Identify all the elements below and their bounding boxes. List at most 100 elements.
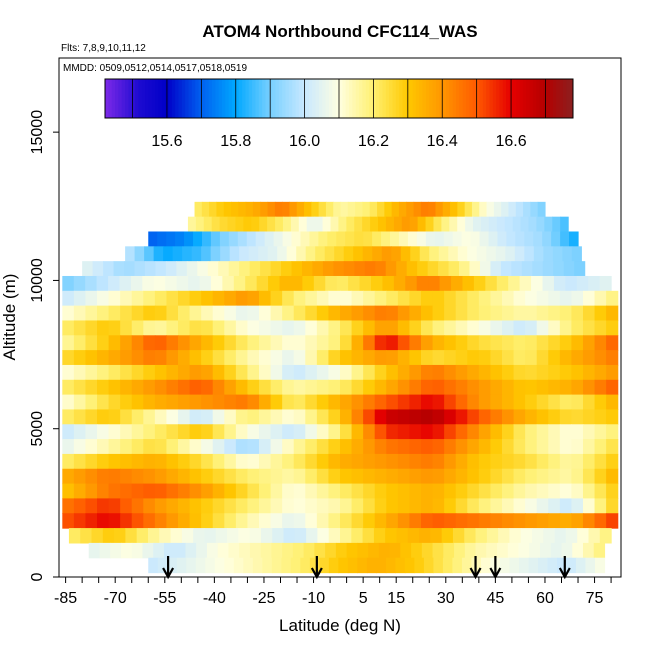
heatmap-cell bbox=[525, 364, 538, 381]
heatmap-cell bbox=[209, 201, 218, 218]
heatmap-cell bbox=[247, 424, 260, 440]
heatmap-cell bbox=[450, 201, 458, 218]
heatmap-cell bbox=[548, 468, 561, 485]
heatmap-cell bbox=[270, 350, 283, 366]
heatmap-cell bbox=[444, 379, 457, 396]
heatmap-cell bbox=[245, 201, 254, 218]
heatmap-cell bbox=[563, 261, 575, 277]
heatmap-cell bbox=[247, 409, 260, 425]
heatmap-cell bbox=[282, 201, 291, 218]
heatmap-cell bbox=[316, 364, 330, 381]
heatmap-cell bbox=[143, 364, 156, 381]
heatmap-cell bbox=[543, 528, 556, 544]
heatmap-cell bbox=[108, 290, 121, 307]
heatmap-cell bbox=[556, 557, 568, 574]
y-axis: 0 5000 10000 15000 bbox=[29, 110, 59, 581]
colorbar-cell bbox=[205, 79, 210, 118]
heatmap-cell bbox=[385, 261, 397, 277]
heatmap-cell bbox=[444, 350, 457, 366]
heatmap-cell bbox=[480, 216, 490, 233]
heatmap-cell bbox=[338, 216, 347, 233]
heatmap-cell bbox=[189, 379, 202, 396]
heatmap-cell bbox=[347, 557, 358, 574]
heatmap-cell bbox=[259, 320, 272, 336]
heatmap-cell bbox=[409, 468, 422, 485]
colorbar-cell bbox=[409, 79, 414, 118]
heatmap-cell bbox=[143, 439, 156, 455]
heatmap-cell bbox=[228, 231, 239, 247]
heatmap-cell bbox=[176, 261, 188, 277]
heatmap-cell bbox=[444, 394, 457, 411]
heatmap-cell bbox=[197, 261, 209, 277]
heatmap-cell bbox=[475, 528, 488, 544]
heatmap-cell bbox=[259, 379, 272, 396]
heatmap-cell bbox=[594, 335, 607, 351]
heatmap-cell bbox=[455, 483, 468, 500]
heatmap-cell bbox=[606, 453, 619, 470]
heatmap-cell bbox=[432, 394, 445, 411]
heatmap-cell bbox=[490, 320, 503, 336]
heatmap-cell bbox=[455, 305, 468, 322]
heatmap-cell bbox=[536, 216, 545, 233]
heatmap-cell bbox=[166, 513, 179, 529]
heatmap-cell bbox=[571, 364, 584, 381]
heatmap-cell bbox=[369, 201, 378, 218]
heatmap-cell bbox=[229, 246, 240, 262]
heatmap-cell bbox=[328, 424, 341, 440]
heatmap-cell bbox=[154, 394, 168, 411]
heatmap-cell bbox=[520, 216, 530, 233]
heatmap-cell bbox=[108, 320, 121, 336]
heatmap-cell bbox=[166, 409, 179, 425]
colorbar-cell bbox=[349, 79, 353, 118]
heatmap-cell bbox=[523, 201, 531, 218]
heatmap-cell bbox=[599, 275, 612, 292]
heatmap-cell bbox=[120, 379, 133, 396]
heatmap-cell bbox=[559, 320, 573, 336]
heatmap-cell bbox=[462, 275, 475, 292]
heatmap-cell bbox=[260, 542, 272, 559]
heatmap-cell bbox=[467, 379, 480, 396]
heatmap-cell bbox=[396, 528, 409, 544]
heatmap-cell bbox=[348, 275, 361, 292]
heatmap-cell bbox=[378, 216, 387, 233]
heatmap-cell bbox=[207, 261, 219, 277]
heatmap-cell bbox=[374, 364, 387, 381]
heatmap-cell bbox=[346, 542, 358, 559]
heatmap-cell bbox=[478, 498, 492, 514]
heatmap-cell bbox=[559, 290, 573, 307]
heatmap-cell bbox=[293, 409, 306, 425]
heatmap-cell bbox=[442, 557, 453, 574]
colorbar-cell bbox=[188, 79, 193, 118]
heatmap-cell bbox=[73, 350, 87, 366]
heatmap-cell bbox=[444, 498, 457, 514]
heatmap-cell bbox=[467, 305, 480, 322]
x-tick-label: 45 bbox=[486, 590, 504, 607]
heatmap-cell bbox=[181, 528, 194, 544]
colorbar-cell bbox=[342, 79, 347, 118]
heatmap-cell bbox=[536, 335, 549, 351]
heatmap-cell bbox=[381, 246, 392, 262]
heatmap-cell bbox=[201, 379, 214, 396]
heatmap-cell bbox=[452, 528, 465, 544]
heatmap-cell bbox=[259, 498, 272, 514]
heatmap-cell bbox=[420, 468, 434, 485]
heatmap-cell bbox=[315, 246, 326, 262]
heatmap-cell bbox=[506, 231, 516, 247]
heatmap-cell bbox=[473, 216, 482, 233]
heatmap-cell bbox=[85, 379, 98, 396]
heatmap-cell bbox=[536, 424, 549, 440]
heatmap-cell bbox=[501, 468, 515, 485]
heatmap-cell bbox=[594, 513, 607, 529]
colorbar-cell bbox=[255, 79, 260, 118]
colorbar-cell bbox=[546, 79, 551, 118]
y-tick-label: 0 bbox=[29, 572, 46, 581]
heatmap-cell bbox=[467, 513, 480, 529]
heatmap-cell bbox=[397, 409, 411, 425]
heatmap-cell bbox=[525, 290, 538, 307]
heatmap-cell bbox=[559, 513, 573, 529]
heatmap-cell bbox=[252, 557, 263, 574]
heatmap-cell bbox=[409, 305, 422, 322]
heatmap-cell bbox=[548, 364, 561, 381]
heatmap-cell bbox=[559, 409, 573, 425]
